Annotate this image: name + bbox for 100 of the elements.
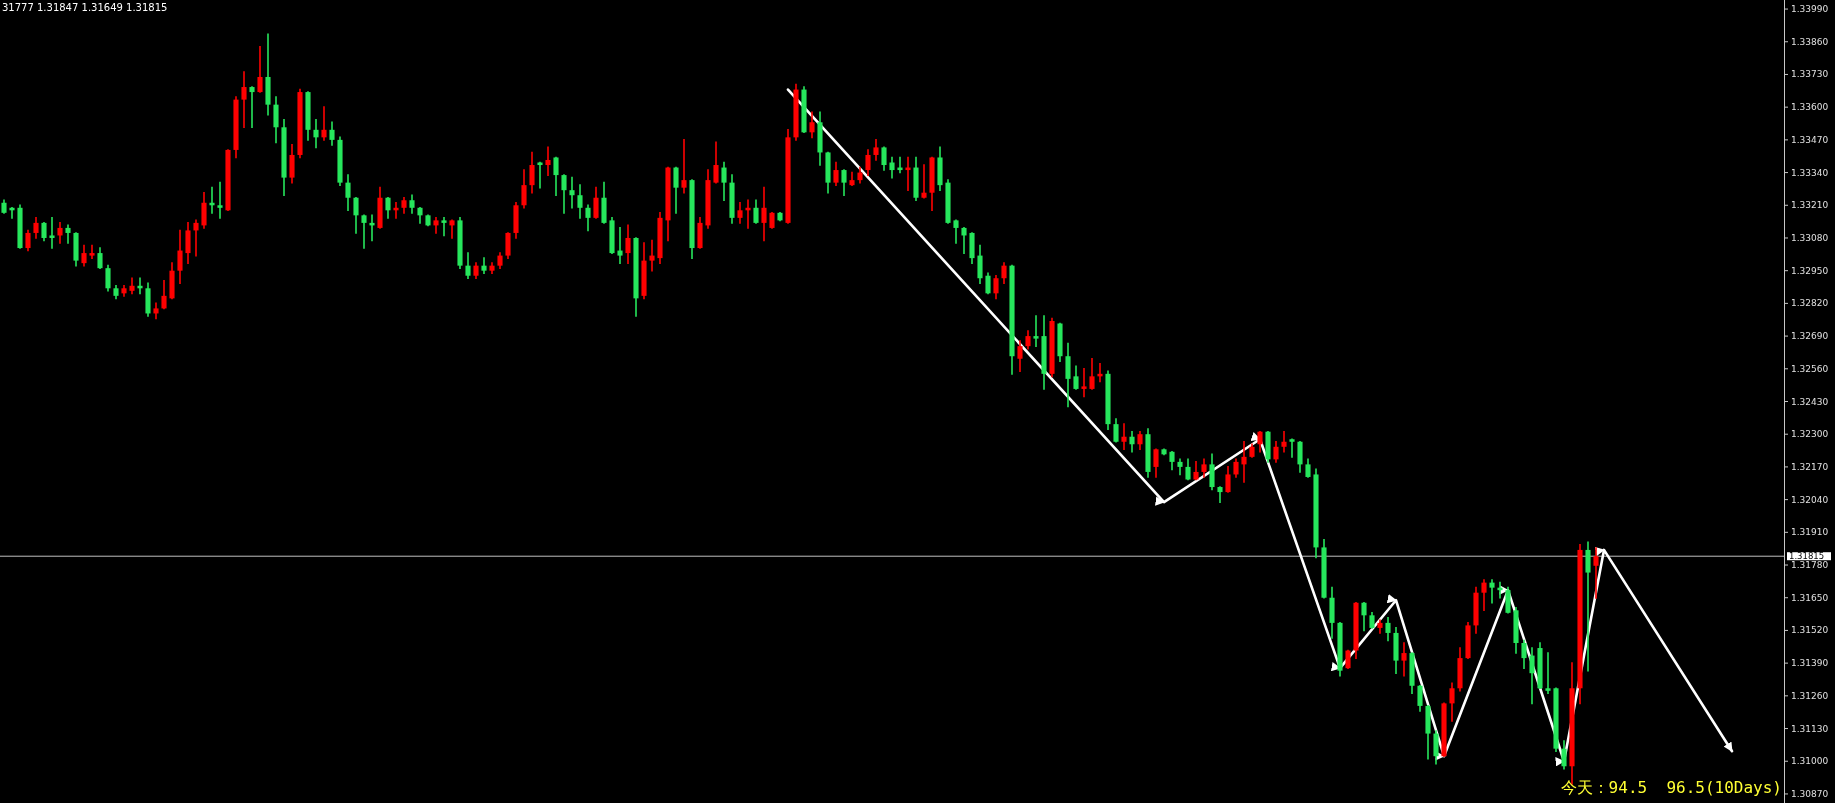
candlestick	[561, 174, 567, 214]
candlestick	[673, 166, 679, 214]
candlestick	[153, 302, 159, 320]
candlestick	[953, 219, 959, 244]
candlestick	[1217, 486, 1223, 503]
candlestick	[841, 169, 847, 197]
candlestick	[481, 257, 487, 274]
candlestick	[1593, 547, 1599, 599]
candlestick	[849, 171, 855, 186]
candlestick	[809, 111, 815, 139]
candlestick	[1081, 368, 1087, 398]
candlestick	[1209, 453, 1215, 491]
candlestick	[1001, 262, 1007, 285]
candlestick	[105, 264, 111, 292]
candlestick	[177, 229, 183, 285]
candlestick	[1033, 315, 1039, 347]
candlestick	[865, 149, 871, 176]
y-tick-label: 1.31650	[1791, 592, 1829, 603]
candlestick	[1433, 730, 1439, 765]
candlestick	[33, 217, 39, 239]
candlestick	[137, 277, 143, 295]
candlestick	[889, 156, 895, 179]
candlestick	[65, 224, 71, 244]
candlestick	[1585, 541, 1591, 672]
candlestick	[1361, 601, 1367, 632]
candlestick	[1073, 365, 1079, 390]
candlestick	[897, 156, 903, 174]
candlestick	[385, 196, 391, 219]
candlestick	[441, 217, 447, 237]
y-tick-label: 1.31910	[1791, 527, 1829, 538]
candlestick	[1289, 438, 1295, 458]
candlestick	[681, 139, 687, 194]
candlestick	[505, 232, 511, 259]
candlestick	[57, 222, 63, 244]
candlestick	[193, 219, 199, 257]
y-tick-label: 1.31390	[1791, 658, 1829, 669]
candlestick	[81, 244, 87, 267]
candlestick	[617, 227, 623, 264]
candlestick	[1505, 586, 1511, 614]
candlestick	[129, 277, 135, 295]
candlestick	[1377, 619, 1383, 634]
candlestick	[25, 229, 31, 252]
annotation: 31777 1.31847 1.31649 1.31815	[2, 2, 168, 14]
candlestick	[737, 201, 743, 224]
candlestick	[249, 86, 255, 129]
candlestick	[713, 141, 719, 184]
annotation: 今天：94.5 96.5(10Days)	[1560, 778, 1782, 797]
candlestick	[585, 204, 591, 232]
candlestick	[1401, 642, 1407, 677]
candlestick	[1273, 440, 1279, 463]
candlestick	[1121, 423, 1127, 451]
y-tick-label: 1.31130	[1791, 723, 1829, 734]
candlestick	[241, 71, 247, 129]
candlestick	[521, 169, 527, 209]
candlestick	[49, 217, 55, 249]
candlestick	[449, 219, 455, 239]
candlestick	[97, 247, 103, 269]
candlestick	[977, 244, 983, 285]
candlestick	[921, 164, 927, 199]
y-tick-label: 1.32300	[1791, 429, 1829, 440]
candlestick	[1297, 440, 1303, 473]
candlestick	[833, 161, 839, 186]
y-tick-label: 1.33730	[1791, 69, 1829, 80]
y-tick-label: 1.31000	[1791, 756, 1829, 767]
candlestick	[593, 186, 599, 219]
candlestick	[1497, 581, 1503, 599]
candlestick	[209, 186, 215, 214]
candlestick	[1489, 579, 1495, 604]
candlestick	[201, 191, 207, 229]
candlestick	[369, 214, 375, 242]
candlestick	[569, 176, 575, 209]
candlestick	[217, 181, 223, 219]
candlestick	[361, 214, 367, 249]
candlestick	[257, 45, 263, 93]
candlestick	[881, 146, 887, 171]
candlestick	[185, 222, 191, 264]
candlestick	[1241, 440, 1247, 483]
candlestick	[753, 199, 759, 224]
candlestick	[1385, 617, 1391, 642]
y-tick-label: 1.33340	[1791, 167, 1829, 178]
y-tick-label: 1.33210	[1791, 200, 1829, 211]
ref-line-label: 1.31815	[1789, 551, 1825, 562]
candlestick	[289, 144, 295, 184]
candlestick	[1113, 418, 1119, 443]
y-tick-label: 1.33470	[1791, 134, 1829, 145]
candlestick	[1529, 647, 1535, 705]
candlestick	[1449, 682, 1455, 722]
candlestick	[1185, 458, 1191, 481]
y-tick-label: 1.31520	[1791, 625, 1829, 636]
candlestick	[1177, 458, 1183, 476]
candlestick	[721, 161, 727, 202]
y-tick-label: 1.32690	[1791, 331, 1829, 342]
y-tick-label: 1.32430	[1791, 396, 1829, 407]
y-tick-label: 1.32560	[1791, 363, 1829, 374]
candlestick	[313, 118, 319, 149]
y-tick-label: 1.33600	[1791, 102, 1829, 113]
candlestick	[161, 279, 167, 310]
candlestick	[1521, 639, 1527, 669]
y-tick-label: 1.30870	[1791, 788, 1829, 799]
candlestick	[353, 196, 359, 234]
